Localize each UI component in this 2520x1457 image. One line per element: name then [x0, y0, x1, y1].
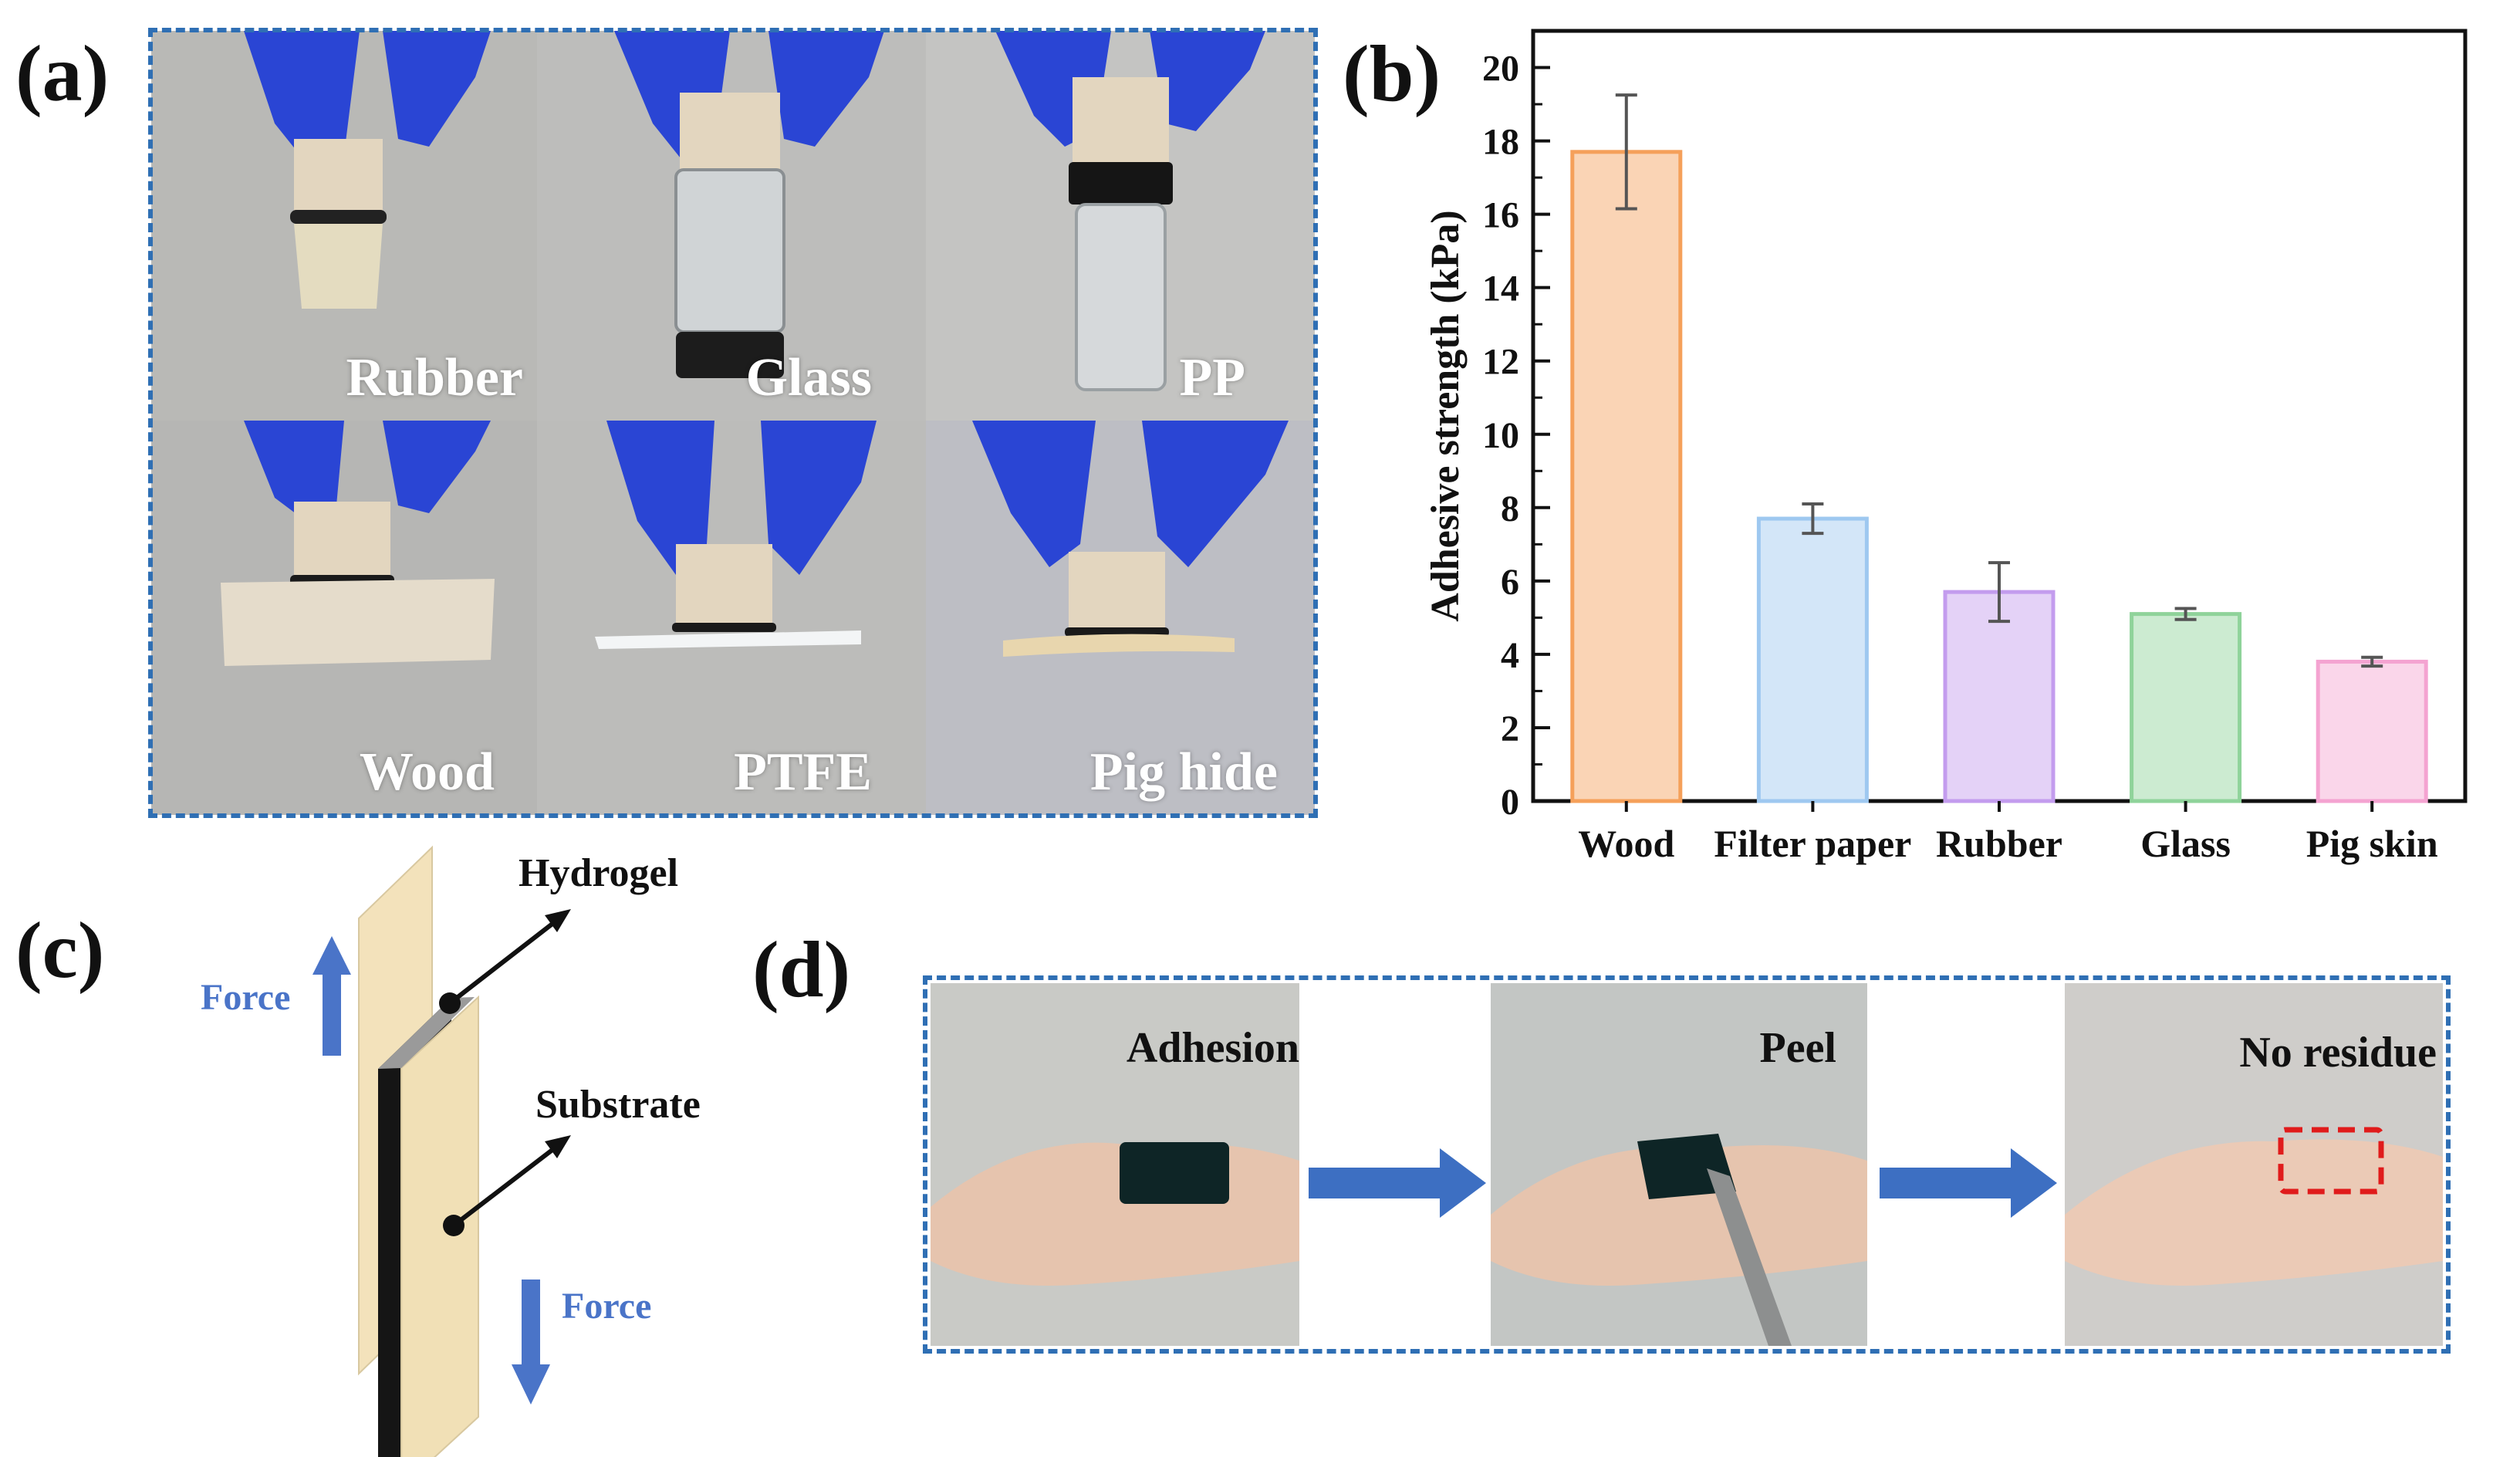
force-up-arrow — [312, 936, 351, 1056]
panel-d-frame — [923, 975, 2451, 1354]
y-tick-label: 14 — [1482, 269, 1519, 309]
panel-a-frame — [148, 28, 1318, 818]
photo-grid-a: Rubber Glass PP — [148, 28, 1318, 818]
y-tick-label: 12 — [1482, 342, 1519, 383]
hydrogel-highlight — [378, 997, 475, 1069]
photo-label-glass: Glass — [745, 348, 872, 407]
photo-label-rubber: Rubber — [346, 348, 523, 407]
rubber-scene — [151, 31, 537, 421]
photo-ptfe: PTFE — [537, 421, 926, 815]
bar-0 — [1570, 150, 1683, 803]
y-tick-label: 4 — [1501, 635, 1519, 676]
bar-3 — [2130, 612, 2242, 803]
photo-label-ptfe: PTFE — [734, 742, 872, 802]
y-tick-label: 0 — [1501, 782, 1519, 823]
x-tick-label: Filter paper — [1714, 822, 1911, 865]
hydrogel-pointer-head — [545, 909, 571, 932]
step-peel: Peel — [1491, 983, 1867, 1346]
y-tick-label: 18 — [1482, 122, 1519, 163]
wood-scene — [151, 421, 537, 815]
arrow-right-icon — [1309, 1148, 1486, 1218]
photo-glass: Glass — [537, 31, 926, 421]
x-tick-label: Glass — [2140, 822, 2231, 865]
no-residue-scene — [2065, 983, 2443, 1346]
photo-rubber: Rubber — [151, 31, 537, 421]
force-up-label: Force — [201, 977, 290, 1018]
pig-hide-scene — [926, 421, 1315, 815]
panel-label-c: (c) — [15, 906, 105, 995]
photo-label-wood: Wood — [359, 742, 495, 802]
adhesive-strength-chart: 0 2 4 6 8 10 12 14 16 18 20 Adhesive strength (kPa)… — [1424, 29, 2468, 865]
step-no-residue: No residue — [2065, 983, 2443, 1346]
adhesion-sequence: Adhesion Peel No residue — [923, 975, 2451, 1354]
lap-shear-schematic: Hydrogel Substrate Force Force — [201, 845, 701, 1457]
hydrogel-dot — [439, 992, 461, 1014]
glass-scene — [537, 31, 926, 421]
force-down-label: Force — [562, 1286, 651, 1327]
step-label-peel: Peel — [1759, 1024, 1836, 1072]
y-tick-label: 8 — [1501, 488, 1519, 529]
panel-label-a: (a) — [15, 29, 110, 118]
bar-2 — [1943, 590, 2056, 803]
bar-1 — [1756, 516, 1869, 803]
step-label-no-residue: No residue — [2239, 1029, 2437, 1077]
photo-wood: Wood — [151, 421, 537, 815]
force-down-arrow — [512, 1280, 550, 1405]
photo-label-pig-hide: Pig hide — [1089, 742, 1278, 802]
y-tick-label: 6 — [1501, 562, 1519, 603]
photo-pp: PP — [926, 31, 1315, 421]
x-tick-label: Rubber — [1936, 822, 2062, 865]
pp-scene — [926, 31, 1315, 421]
panel-label-b: (b) — [1343, 29, 1441, 118]
y-tick-label: 16 — [1482, 195, 1519, 236]
adhesion-scene — [931, 983, 1299, 1346]
substrate-pointer — [452, 1142, 561, 1228]
hydrogel-pointer — [448, 916, 561, 1006]
step-label-adhesion: Adhesion — [1126, 1024, 1299, 1072]
substrate-pointer-head — [545, 1135, 571, 1158]
substrate-label: Substrate — [535, 1083, 701, 1127]
peel-scene — [1491, 983, 1867, 1346]
panel-label-d: (d) — [752, 925, 851, 1014]
y-tick-label: 20 — [1482, 49, 1519, 90]
substrate-front-plate — [400, 995, 479, 1457]
photo-label-pp: PP — [1179, 348, 1245, 407]
bar-4 — [2316, 659, 2428, 803]
x-tick-label: Pig skin — [2306, 822, 2438, 865]
ptfe-scene — [537, 421, 926, 815]
arrow-right-icon — [1880, 1148, 2057, 1218]
y-tick-label: 10 — [1482, 415, 1519, 456]
x-tick-label: Wood — [1578, 822, 1674, 865]
y-axis-label: Adhesive strength (kPa) — [1424, 210, 1468, 621]
y-tick-label: 2 — [1501, 708, 1519, 749]
substrate-dot — [443, 1215, 464, 1236]
photo-pig-hide: Pig hide — [926, 421, 1315, 815]
step-adhesion: Adhesion — [931, 983, 1299, 1346]
hydrogel-label: Hydrogel — [519, 851, 678, 895]
